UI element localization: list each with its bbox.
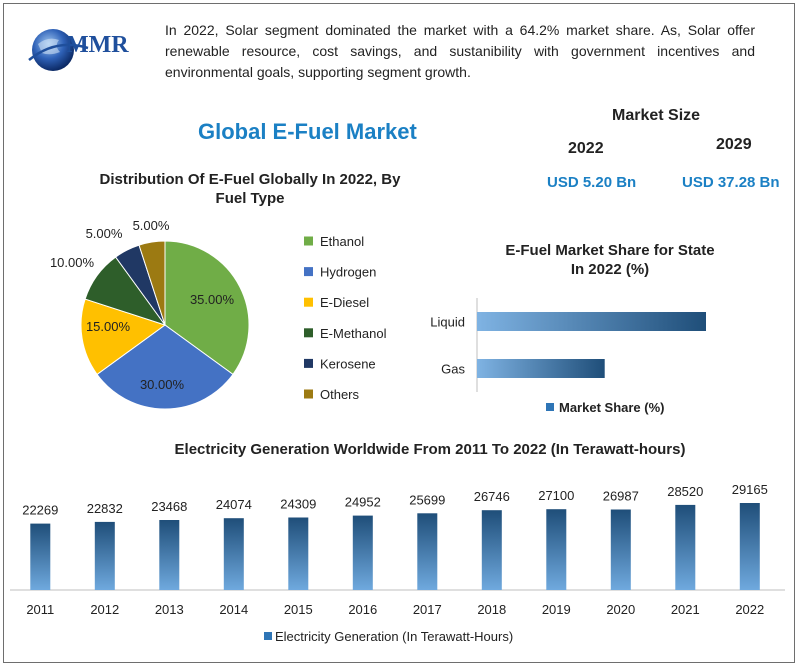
- pie-legend-swatch-e-diesel: [304, 297, 313, 307]
- market-size-value-2022: USD 5.20 Bn: [547, 174, 637, 191]
- electricity-value-label-2019: 27100: [538, 488, 574, 503]
- pie-legend-label-e-methanol: E-Methanol: [320, 326, 387, 341]
- electricity-year-label-2019: 2019: [542, 602, 571, 617]
- state-title-line1: E-Fuel Market Share for State: [505, 242, 715, 259]
- electricity-value-label-2014: 24074: [216, 497, 252, 512]
- electricity-legend-swatch: [264, 632, 272, 640]
- electricity-year-label-2015: 2015: [284, 602, 313, 617]
- electricity-bar-2022: [739, 503, 760, 590]
- electricity-bar-2011: [30, 523, 51, 590]
- electricity-bar-2020: [610, 509, 631, 590]
- pie-legend-label-hydrogen: Hydrogen: [320, 265, 376, 280]
- electricity-value-label-2013: 23468: [151, 499, 187, 514]
- intro-text: In 2022, Solar segment dominated the mar…: [165, 22, 755, 80]
- electricity-chart-title: Electricity Generation Worldwide From 20…: [174, 441, 686, 458]
- electricity-bar-2018: [481, 510, 502, 590]
- pie-legend-label-ethanol: Ethanol: [320, 234, 364, 249]
- pie-legend-label-others: Others: [320, 387, 360, 402]
- pie-legend-swatch-others: [304, 389, 313, 399]
- electricity-value-label-2022: 29165: [732, 482, 768, 497]
- electricity-year-label-2017: 2017: [413, 602, 442, 617]
- state-legend-swatch: [546, 403, 554, 411]
- pie-legend-label-e-diesel: E-Diesel: [320, 295, 369, 310]
- electricity-year-label-2021: 2021: [671, 602, 700, 617]
- pie-chart-title: Distribution Of E-Fuel Globally In 2022,…: [70, 171, 430, 207]
- electricity-legend-label: Electricity Generation (In Terawatt-Hour…: [275, 629, 513, 644]
- state-bar-gas: [477, 359, 605, 378]
- state-chart-title: E-Fuel Market Share for State In 2022 (%…: [460, 242, 760, 278]
- electricity-bar-2013: [159, 520, 180, 590]
- electricity-bar-2015: [288, 517, 309, 590]
- electricity-year-label-2022: 2022: [735, 602, 764, 617]
- market-size-year-2029: 2029: [716, 136, 752, 153]
- electricity-year-label-2018: 2018: [477, 602, 506, 617]
- electricity-bar-2019: [546, 509, 567, 590]
- state-category-label-gas: Gas: [441, 362, 465, 377]
- electricity-bar-2017: [417, 513, 438, 590]
- pie-label-e-diesel: 15.00%: [86, 319, 131, 334]
- electricity-year-label-2020: 2020: [606, 602, 635, 617]
- pie-legend-swatch-kerosene: [304, 358, 313, 368]
- pie-legend-swatch-hydrogen: [304, 267, 313, 277]
- state-legend-label: Market Share (%): [559, 400, 664, 415]
- pie-legend-swatch-ethanol: [304, 236, 313, 246]
- pie-slice-ethanol: [164, 240, 250, 376]
- pie-legend-label-kerosene: Kerosene: [320, 356, 376, 371]
- electricity-year-label-2012: 2012: [90, 602, 119, 617]
- electricity-value-label-2011: 22269: [22, 503, 58, 518]
- pie-label-kerosene: 5.00%: [86, 226, 123, 241]
- pie-label-ethanol: 35.00%: [190, 292, 235, 307]
- electricity-year-label-2016: 2016: [348, 602, 377, 617]
- electricity-value-label-2018: 26746: [474, 489, 510, 504]
- state-bar-liquid: [477, 312, 706, 331]
- pie-label-e-methanol: 10.00%: [50, 255, 95, 270]
- electricity-value-label-2021: 28520: [667, 484, 703, 499]
- logo-text: MMR: [66, 32, 129, 58]
- pie-slice-hydrogen: [96, 324, 234, 410]
- electricity-bar-2014: [223, 518, 244, 590]
- pie-slice-e-diesel: [80, 298, 167, 376]
- market-size-year-2022: 2022: [568, 140, 604, 157]
- mmr-logo: [28, 29, 89, 71]
- electricity-value-label-2012: 22832: [87, 501, 123, 516]
- electricity-value-label-2017: 25699: [409, 492, 445, 507]
- pie-title-line1: Distribution Of E-Fuel Globally In 2022,…: [99, 171, 401, 188]
- electricity-year-label-2014: 2014: [219, 602, 248, 617]
- electricity-year-label-2011: 2011: [26, 602, 54, 617]
- page-title: Global E-Fuel Market: [198, 119, 417, 144]
- market-size-value-2029: USD 37.28 Bn: [682, 174, 780, 191]
- electricity-value-label-2016: 24952: [345, 495, 381, 510]
- pie-slice-others: [138, 240, 166, 326]
- pie-legend-swatch-e-methanol: [304, 328, 313, 338]
- market-size-title: Market Size: [612, 107, 701, 124]
- electricity-year-label-2013: 2013: [155, 602, 184, 617]
- state-title-line2: In 2022 (%): [570, 261, 650, 278]
- electricity-value-label-2020: 26987: [603, 489, 639, 504]
- electricity-bar-2016: [352, 515, 373, 590]
- pie-label-others: 5.00%: [133, 218, 170, 233]
- pie-title-line2: Fuel Type: [215, 190, 285, 207]
- pie-label-hydrogen: 30.00%: [140, 377, 185, 392]
- electricity-bar-2021: [675, 504, 696, 590]
- electricity-bar-2012: [94, 521, 115, 590]
- electricity-value-label-2015: 24309: [280, 497, 316, 512]
- state-category-label-liquid: Liquid: [430, 315, 465, 330]
